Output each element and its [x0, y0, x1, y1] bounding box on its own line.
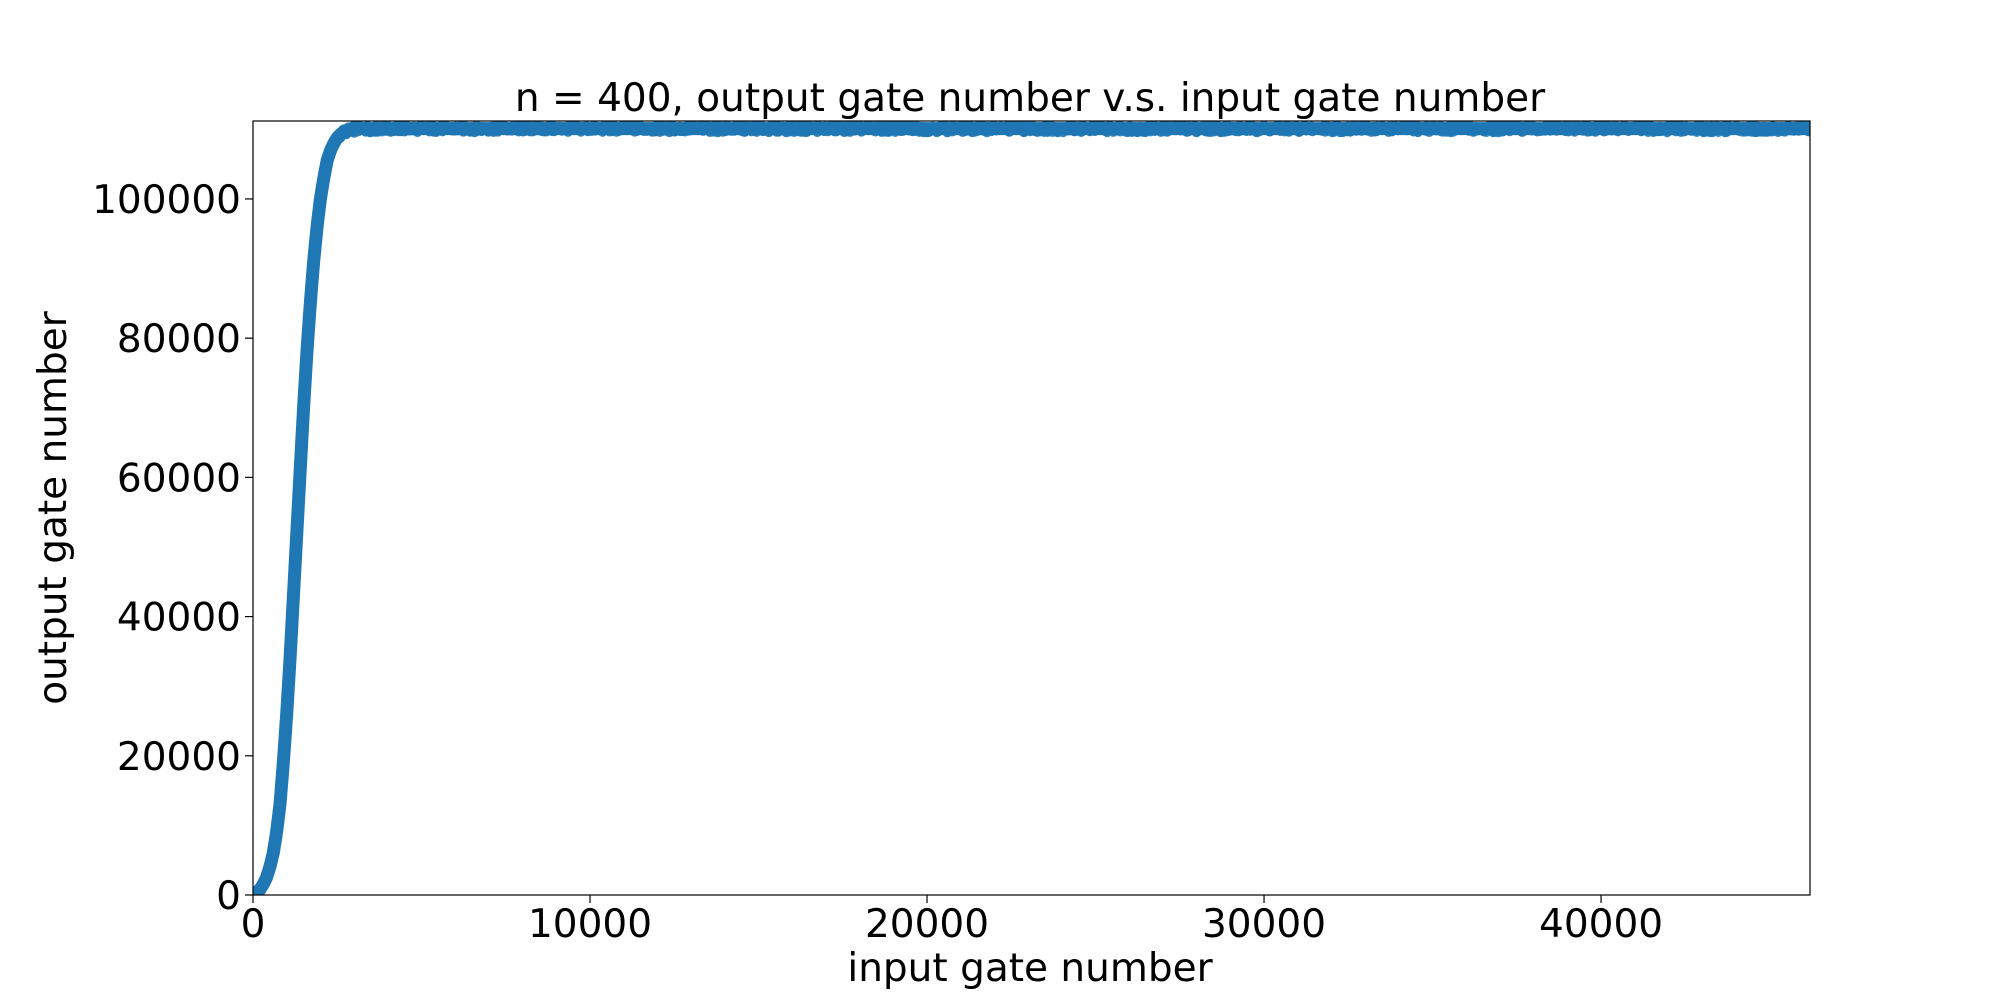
scatter-point — [288, 600, 298, 611]
scatter-point — [297, 426, 308, 437]
y-axis: 0 20000 40000 60000 80000 100000 — [92, 178, 253, 919]
scatter-point — [313, 209, 324, 220]
y-axis-tick-label: 0 — [216, 874, 241, 919]
scatter-point — [279, 744, 289, 755]
scatter-point — [276, 780, 287, 791]
scatter-point — [286, 634, 296, 645]
x-axis-tick-label: 10000 — [528, 902, 652, 947]
y-axis-label: output gate number — [31, 310, 76, 705]
scatter-point — [288, 589, 299, 600]
scatter-point — [292, 522, 302, 532]
scatter-point — [267, 856, 277, 867]
scatter-point — [309, 249, 320, 259]
scatter-point — [281, 722, 291, 733]
scatter-point — [300, 367, 311, 378]
scatter-point — [284, 664, 295, 674]
scatter-point — [307, 269, 318, 279]
scatter-point — [299, 393, 309, 404]
y-axis-tick-label: 100000 — [92, 178, 241, 223]
scatter-point — [311, 234, 321, 245]
x-axis: 0 10000 20000 30000 40000 — [241, 895, 1663, 947]
scatter-point — [1805, 121, 1810, 130]
scatter-point — [308, 257, 319, 267]
scatter-point — [300, 380, 310, 390]
scatter-point — [278, 761, 289, 771]
scatter-point — [298, 408, 309, 419]
scatter-point — [280, 729, 290, 740]
x-axis-tick-label: 40000 — [1539, 902, 1663, 947]
y-axis-tick-label: 40000 — [117, 596, 241, 641]
scatter-point — [307, 278, 317, 289]
x-axis-tick-label: 20000 — [865, 902, 989, 947]
scatter-point — [317, 185, 328, 196]
y-axis-tick-label: 80000 — [117, 317, 241, 362]
x-axis-label: input gate number — [847, 946, 1213, 991]
scatter-point — [301, 348, 312, 358]
x-axis-tick-label: 30000 — [1202, 902, 1326, 947]
scatter-point — [303, 328, 314, 339]
scatter-point — [277, 768, 288, 779]
scatter-point — [289, 570, 300, 581]
plot-frame — [252, 120, 1811, 896]
scatter-point — [293, 507, 303, 517]
scatter-point — [269, 841, 280, 852]
x-axis-tick-label: 0 — [241, 902, 266, 947]
scatter-point — [271, 831, 282, 842]
scatter-point — [291, 535, 302, 545]
scatter-point — [287, 616, 297, 626]
scatter-point — [290, 550, 301, 561]
scatter-point — [262, 870, 273, 881]
scatter-point — [305, 304, 315, 314]
scatter-point — [275, 800, 285, 810]
scatter-point — [275, 791, 286, 802]
scatter-point — [282, 691, 293, 702]
scatter-point — [285, 654, 296, 664]
scatter-point — [273, 817, 283, 828]
scatter-point — [294, 490, 304, 500]
plot-background — [253, 121, 1810, 895]
scatter-points — [253, 121, 1810, 895]
scatter-point — [296, 443, 307, 453]
scatter-point — [281, 710, 292, 720]
y-axis-tick-label: 60000 — [117, 456, 241, 501]
scatter-point — [295, 454, 306, 465]
scatter-point — [274, 809, 284, 819]
chart-title: n = 400, output gate number v.s. input g… — [515, 76, 1546, 121]
scatter-point — [306, 286, 316, 296]
plot-area — [252, 120, 1811, 896]
scatter-point — [283, 677, 294, 687]
y-axis-tick-label: 20000 — [117, 735, 241, 780]
scatter-point — [304, 312, 315, 322]
scatter-point — [294, 477, 305, 487]
scatter-point — [314, 197, 325, 208]
